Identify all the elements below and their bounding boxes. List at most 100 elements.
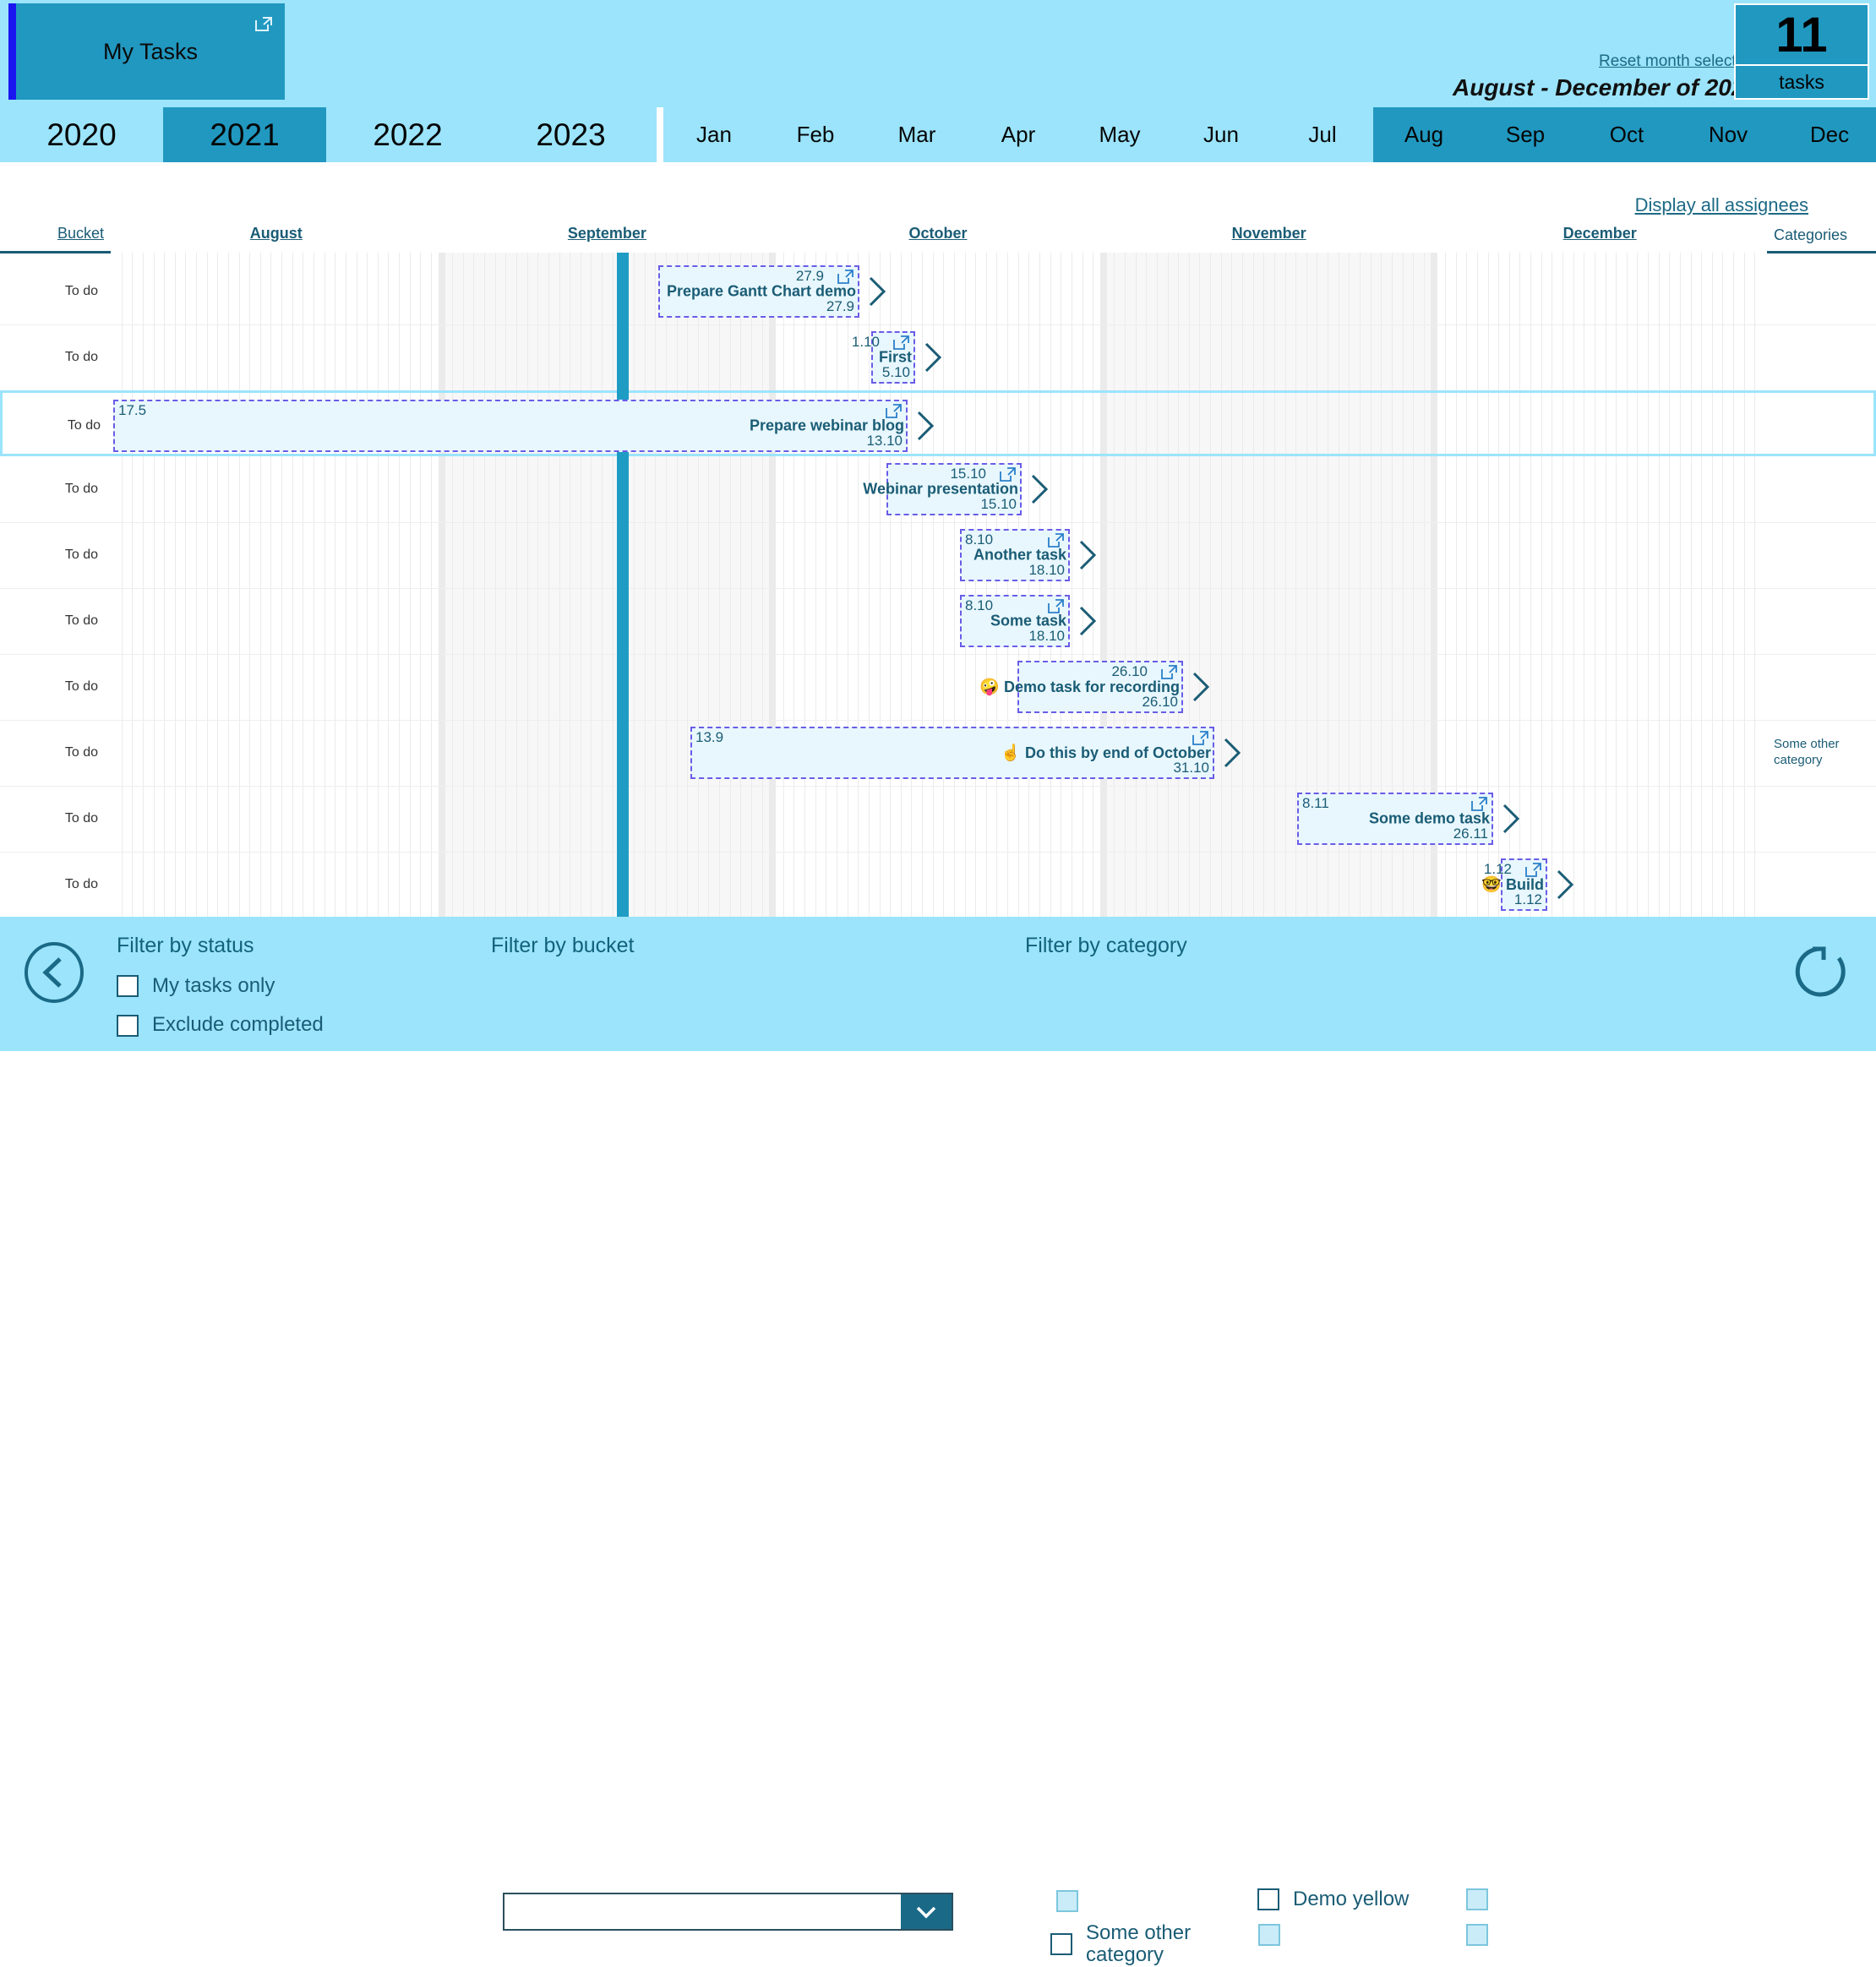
- bucket-label: To do: [64, 482, 98, 496]
- external-link-icon[interactable]: [837, 269, 854, 285]
- external-link-icon[interactable]: [999, 466, 1017, 482]
- month-Jul[interactable]: Jul: [1308, 122, 1337, 147]
- task-expand-chevron-icon[interactable]: [1077, 604, 1099, 638]
- checkbox-exclude-completed[interactable]: [117, 1014, 139, 1037]
- task-end-date: 1.12: [1513, 891, 1542, 907]
- month-May[interactable]: May: [1099, 122, 1141, 147]
- gantt-bar[interactable]: 13.9 ☝️ Do this by end of October 31.10: [690, 727, 1214, 779]
- task-name: 🤓 Build: [1481, 875, 1544, 895]
- task-expand-chevron-icon[interactable]: [1028, 472, 1050, 506]
- day-gridline: [1263, 253, 1264, 917]
- table-row[interactable]: To do 1.12 🤓 Build 1.12: [0, 852, 1876, 918]
- task-expand-chevron-icon[interactable]: [914, 409, 936, 443]
- task-end-date: 13.10: [866, 433, 903, 449]
- external-link-icon[interactable]: [1160, 664, 1178, 680]
- year-2020[interactable]: 2020: [46, 117, 117, 152]
- table-row[interactable]: To do 8.10 Another task 18.10: [0, 522, 1876, 589]
- day-gridline: [986, 253, 987, 917]
- table-row[interactable]: To do 13.9 ☝️ Do this by end of October 31.1…: [0, 720, 1876, 787]
- category-filter-row: Some other category: [1050, 1921, 1213, 1967]
- table-row[interactable]: To do 1.10 First 5.10: [0, 324, 1876, 391]
- header-month-august[interactable]: August: [249, 225, 303, 242]
- filter-by-bucket-group: Filter by bucket: [491, 934, 635, 958]
- checkbox-my-tasks-only[interactable]: [117, 975, 139, 998]
- gantt-bar[interactable]: 8.10 Some task 18.10: [960, 595, 1070, 647]
- day-gridline: [762, 253, 763, 917]
- month-Mar[interactable]: Mar: [897, 122, 936, 147]
- task-expand-chevron-icon[interactable]: [1500, 802, 1522, 836]
- task-expand-chevron-icon[interactable]: [1077, 538, 1099, 572]
- checkbox-some-other-category[interactable]: [1050, 1933, 1072, 1956]
- day-gridline: [869, 253, 870, 917]
- table-row[interactable]: To do 26.10 🤪 Demo task for recording 26.10: [0, 654, 1876, 721]
- header-month-november[interactable]: November: [1231, 225, 1306, 242]
- external-link-icon[interactable]: [885, 403, 903, 419]
- external-link-icon[interactable]: [1524, 862, 1542, 878]
- reset-month-selection-link[interactable]: Reset month selection: [1599, 52, 1758, 70]
- gantt-bar[interactable]: 27.9 Prepare Gantt Chart demo 27.9: [658, 265, 859, 318]
- bucket-label: To do: [64, 613, 98, 628]
- month-Jun[interactable]: Jun: [1203, 122, 1239, 147]
- gantt-bar[interactable]: 17.5 Prepare webinar blog 13.10: [113, 400, 908, 452]
- month-Oct[interactable]: Oct: [1576, 107, 1677, 162]
- external-link-icon[interactable]: [892, 335, 910, 351]
- task-start-date: 27.9: [795, 268, 824, 284]
- refresh-button[interactable]: [1790, 940, 1852, 1003]
- table-row[interactable]: To do 27.9 Prepare Gantt Chart demo 27.9: [0, 259, 1876, 325]
- display-all-assignees-link[interactable]: Display all assignees: [1634, 194, 1808, 215]
- header-month-october[interactable]: October: [908, 225, 968, 242]
- day-gridline: [1498, 253, 1499, 917]
- selector-divider: [657, 107, 663, 162]
- day-gridline: [473, 253, 474, 917]
- checkbox-demo-yellow[interactable]: [1257, 1888, 1279, 1911]
- day-gridline: [1349, 253, 1350, 917]
- table-row[interactable]: To do 17.5 Prepare webinar blog 13.10: [0, 390, 1876, 456]
- gantt-bar[interactable]: 1.10 First 5.10: [852, 331, 915, 384]
- table-row[interactable]: To do 8.11 Some demo task 26.11: [0, 786, 1876, 853]
- gantt-bar[interactable]: 8.10 Another task 18.10: [960, 529, 1070, 581]
- day-gridline: [1413, 253, 1414, 917]
- day-gridline: [1210, 253, 1211, 917]
- month-Aug[interactable]: Aug: [1373, 107, 1475, 162]
- month-Apr[interactable]: Apr: [1001, 122, 1036, 147]
- month-Jan[interactable]: Jan: [696, 122, 732, 147]
- chevron-down-icon[interactable]: [901, 1894, 952, 1929]
- external-link-icon[interactable]: [1047, 598, 1065, 614]
- back-button[interactable]: [24, 942, 85, 1003]
- table-row[interactable]: To do 8.10 Some task 18.10: [0, 588, 1876, 655]
- gantt-bar[interactable]: 26.10 🤪 Demo task for recording 26.10: [979, 661, 1183, 713]
- day-gridline: [388, 253, 389, 917]
- task-expand-chevron-icon[interactable]: [1221, 736, 1243, 770]
- external-link-icon[interactable]: [1047, 532, 1065, 548]
- header-month-september[interactable]: September: [567, 225, 646, 242]
- month-Sep[interactable]: Sep: [1475, 107, 1576, 162]
- task-expand-chevron-icon[interactable]: [922, 341, 944, 374]
- header-month-december[interactable]: December: [1562, 225, 1637, 242]
- my-tasks-title-box[interactable]: My Tasks: [8, 3, 285, 100]
- task-expand-chevron-icon[interactable]: [1190, 670, 1212, 704]
- task-expand-chevron-icon[interactable]: [866, 275, 888, 308]
- month-Feb[interactable]: Feb: [796, 122, 835, 147]
- year-2021[interactable]: 2021: [163, 107, 326, 162]
- external-link-icon[interactable]: [254, 15, 273, 32]
- filter-by-status-group: Filter by status My tasks only Exclude co…: [117, 934, 324, 1037]
- year-2023[interactable]: 2023: [536, 117, 606, 152]
- task-end-date: 5.10: [881, 364, 910, 380]
- external-link-icon[interactable]: [1192, 730, 1209, 746]
- month-separator: [438, 253, 445, 917]
- gantt-bar[interactable]: 15.10 Webinar presentation 15.10: [863, 463, 1022, 515]
- day-gridline: [1306, 253, 1307, 917]
- task-name: Prepare webinar blog: [750, 417, 904, 435]
- task-name: Another task: [973, 547, 1066, 564]
- day-gridline: [1253, 253, 1254, 917]
- gantt-bar[interactable]: 8.11 Some demo task 26.11: [1297, 793, 1493, 845]
- table-row[interactable]: To do 15.10 Webinar presentation 15.10: [0, 456, 1876, 523]
- day-gridline: [975, 253, 976, 917]
- month-Nov[interactable]: Nov: [1677, 107, 1779, 162]
- year-2022[interactable]: 2022: [373, 117, 443, 152]
- gantt-bar[interactable]: 1.12 🤓 Build 1.12: [1481, 858, 1547, 911]
- external-link-icon[interactable]: [1470, 796, 1488, 812]
- bucket-select[interactable]: [503, 1893, 953, 1931]
- task-expand-chevron-icon[interactable]: [1554, 868, 1576, 902]
- month-Dec[interactable]: Dec: [1779, 107, 1876, 162]
